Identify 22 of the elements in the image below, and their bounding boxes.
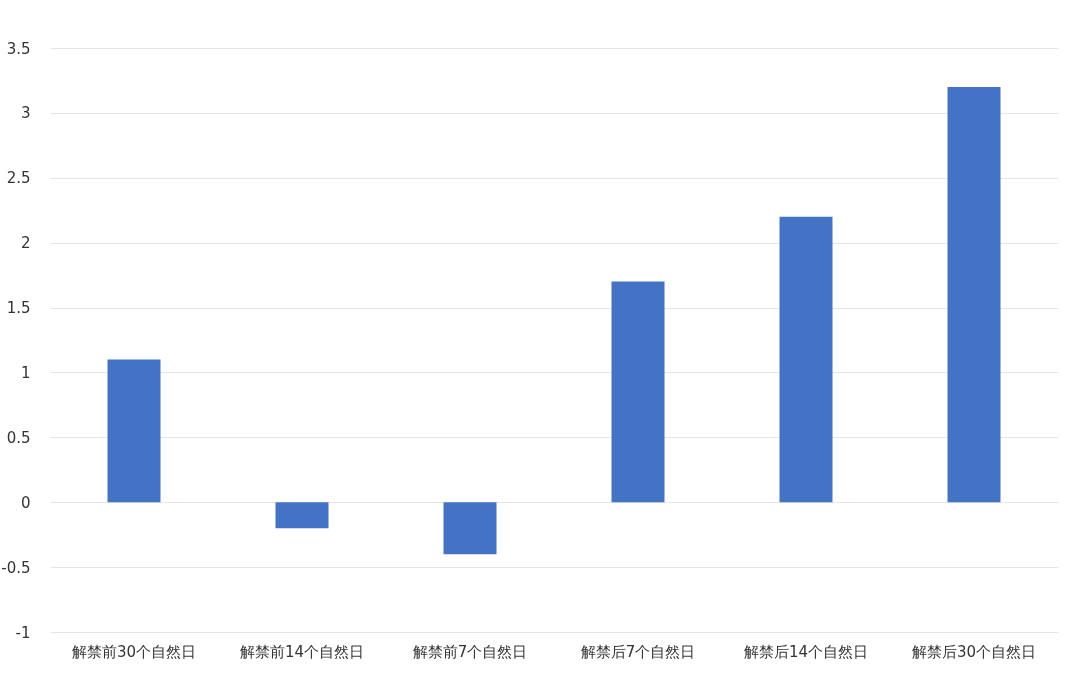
y-tick-label: 0.5 bbox=[6, 428, 31, 447]
bar bbox=[611, 281, 665, 503]
y-tick-label: -1 bbox=[15, 623, 31, 642]
y-tick-label: 3 bbox=[20, 104, 31, 123]
x-tick-label: 解禁后7个自然日 bbox=[580, 642, 696, 661]
y-tick-label: 2.5 bbox=[6, 169, 31, 188]
y-tick-label: -0.5 bbox=[1, 558, 31, 577]
y-tick-label: 2 bbox=[20, 234, 31, 253]
y-tick-label: 1.5 bbox=[6, 299, 31, 318]
y-tick-label: 3.5 bbox=[6, 39, 31, 58]
bar bbox=[107, 359, 161, 503]
bar bbox=[947, 86, 1001, 503]
x-tick-label: 解禁后30个自然日 bbox=[911, 642, 1037, 661]
x-tick-label: 解禁前14个自然日 bbox=[239, 642, 365, 661]
x-tick-label: 解禁后14个自然日 bbox=[743, 642, 869, 661]
bar bbox=[275, 502, 329, 529]
bar bbox=[443, 502, 497, 555]
x-tick-label: 解禁前30个自然日 bbox=[71, 642, 197, 661]
y-tick-label: 1 bbox=[20, 363, 31, 382]
x-tick-label: 解禁前7个自然日 bbox=[412, 642, 528, 661]
bar bbox=[779, 216, 833, 503]
y-tick-label: 0 bbox=[20, 493, 31, 512]
